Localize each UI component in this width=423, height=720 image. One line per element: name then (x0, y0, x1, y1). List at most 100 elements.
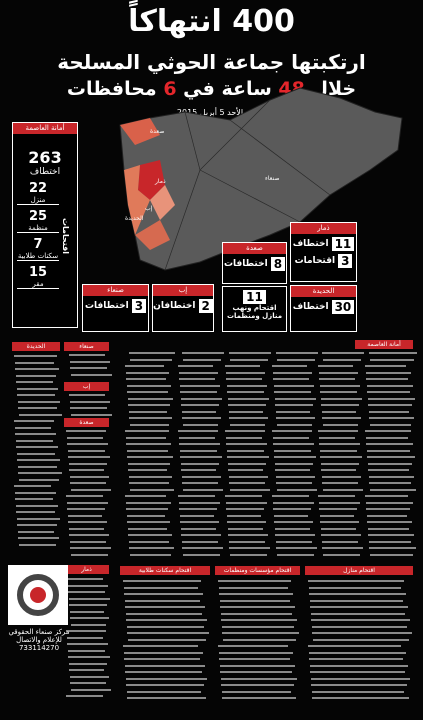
name-line (369, 547, 416, 549)
borders (164, 99, 331, 271)
summary-box: الحديدة 30 اختطاف (290, 285, 357, 332)
name-line (228, 540, 265, 543)
name-line (368, 410, 409, 413)
name-line (219, 664, 295, 667)
subtitle: ارتكبتها جماعة الحوثي المسلحة (57, 50, 366, 74)
label: اقتحامات (294, 256, 336, 266)
name-line (69, 394, 105, 396)
box-title: ذمار (291, 223, 356, 234)
name-line (309, 599, 403, 602)
name-line (17, 394, 55, 396)
name-line (312, 632, 412, 634)
name-line (274, 521, 313, 523)
name-line (126, 449, 168, 452)
name-line (181, 534, 221, 536)
name-line (128, 469, 167, 471)
name-line (126, 619, 207, 621)
name-line (319, 449, 357, 452)
name-line (227, 527, 263, 530)
name-line (67, 508, 105, 510)
name-line (228, 404, 266, 406)
name-line (69, 610, 104, 613)
name-line (70, 682, 106, 684)
name-line (179, 449, 217, 452)
name-line (318, 495, 355, 497)
name-line (272, 436, 309, 439)
summary-box: صنعاء 3 اختطافات (82, 284, 149, 332)
name-line (226, 508, 264, 510)
name-line (128, 540, 169, 543)
name-line (129, 417, 172, 419)
name-line (67, 443, 108, 445)
number: 15 (28, 265, 48, 280)
name-line (308, 651, 406, 654)
label: اختطافات (223, 259, 268, 269)
name-line (229, 358, 268, 361)
name-line (178, 501, 220, 504)
box-row: 3 اختطافات (83, 299, 148, 313)
name-line (14, 485, 51, 487)
name-line (125, 365, 164, 367)
name-line (15, 504, 58, 507)
name-line (67, 649, 105, 652)
name-line (180, 527, 216, 530)
name-line (70, 688, 111, 691)
box-title: الحديدة (291, 286, 356, 297)
name-line (368, 475, 414, 478)
name-line (368, 469, 409, 471)
region (120, 118, 160, 145)
name-line (365, 371, 411, 374)
name-line (70, 413, 112, 416)
map-label: صنعاء (265, 175, 280, 182)
number: 3 (338, 254, 353, 268)
name-line (273, 514, 308, 517)
name-line (69, 400, 110, 403)
name-line (16, 446, 58, 448)
name-line (220, 612, 292, 615)
name-line (228, 469, 263, 471)
title: 400 انتهاكاً (0, 4, 423, 39)
summary-box: 11 اقتحام ونهب منازل ومنظمات (222, 286, 287, 332)
name-line (14, 355, 57, 357)
label: اختطافان (153, 301, 196, 311)
name-line (274, 527, 310, 530)
name-line (127, 391, 168, 393)
name-line (179, 378, 215, 380)
name-line (276, 417, 315, 419)
region (135, 220, 170, 250)
name-line (226, 514, 261, 517)
name-line (179, 514, 214, 517)
label: اختطاف (292, 302, 329, 312)
name-line (182, 547, 223, 549)
name-line (68, 656, 110, 658)
name-line (127, 397, 173, 400)
map-label: صعدة (150, 128, 165, 135)
name-line (225, 430, 265, 432)
name-line (226, 449, 264, 452)
name-line (220, 671, 292, 673)
name-line (229, 417, 268, 419)
name-line (67, 578, 103, 580)
name-line (70, 482, 106, 484)
name-line (311, 690, 404, 693)
name-line (179, 443, 220, 445)
name-line (66, 630, 106, 632)
name-line (182, 417, 221, 419)
name-line (70, 547, 111, 549)
name-line (68, 527, 104, 530)
name-line (70, 373, 112, 376)
name-line (221, 684, 294, 686)
t: محافظات (66, 78, 157, 100)
name-line (15, 368, 59, 370)
name-line (219, 658, 290, 660)
name-line (68, 521, 107, 523)
name-line (182, 423, 218, 426)
name-line (312, 638, 409, 641)
name-line (70, 407, 107, 409)
name-line (365, 436, 408, 439)
name-line (182, 352, 224, 354)
label: منزل (17, 196, 59, 205)
name-line (67, 643, 108, 645)
name-line (14, 491, 56, 494)
name-line (18, 478, 59, 481)
